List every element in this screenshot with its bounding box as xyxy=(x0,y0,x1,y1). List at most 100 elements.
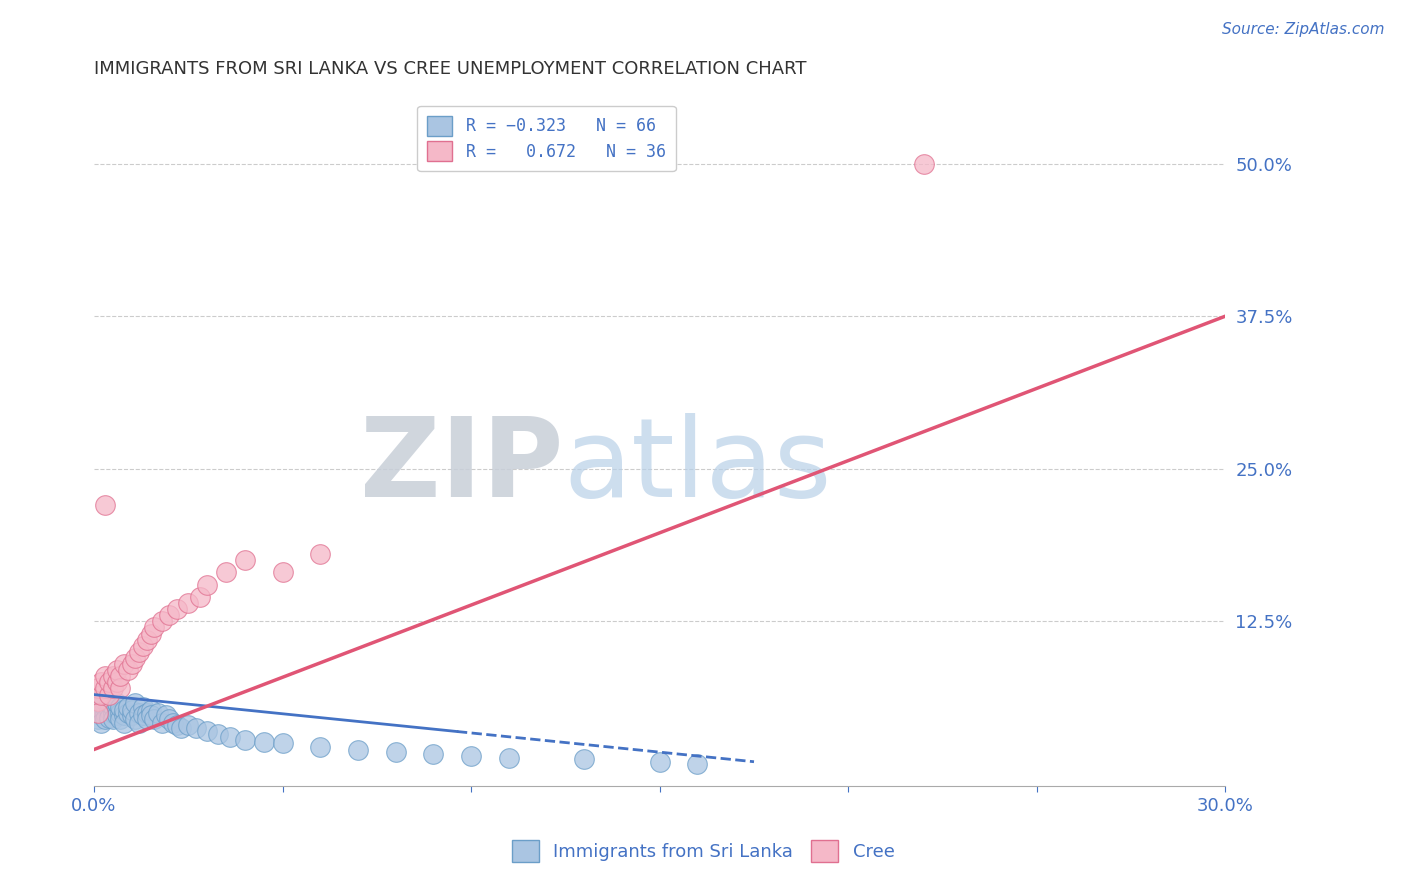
Point xyxy=(233,553,256,567)
Point xyxy=(157,608,180,623)
Point xyxy=(648,755,671,769)
Point xyxy=(94,712,117,726)
Point xyxy=(195,724,218,739)
Point xyxy=(166,602,188,616)
Point xyxy=(112,715,135,730)
Point xyxy=(422,747,444,762)
Legend: R = −0.323   N = 66, R =   0.672   N = 36: R = −0.323 N = 66, R = 0.672 N = 36 xyxy=(418,105,676,171)
Point xyxy=(117,663,139,677)
Point xyxy=(121,703,143,717)
Point xyxy=(105,703,128,717)
Point xyxy=(112,708,135,723)
Point xyxy=(128,706,150,720)
Point xyxy=(121,657,143,671)
Point xyxy=(686,757,709,772)
Point xyxy=(170,721,193,735)
Point xyxy=(128,715,150,730)
Point xyxy=(347,742,370,756)
Point xyxy=(132,708,155,723)
Point xyxy=(132,639,155,653)
Point xyxy=(271,566,294,580)
Point xyxy=(90,703,112,717)
Point xyxy=(460,748,482,763)
Point xyxy=(94,706,117,720)
Point xyxy=(86,706,108,720)
Point xyxy=(207,726,229,740)
Point xyxy=(139,708,162,723)
Text: IMMIGRANTS FROM SRI LANKA VS CREE UNEMPLOYMENT CORRELATION CHART: IMMIGRANTS FROM SRI LANKA VS CREE UNEMPL… xyxy=(94,60,807,78)
Point xyxy=(110,712,132,726)
Point xyxy=(94,694,117,708)
Point xyxy=(135,712,157,726)
Point xyxy=(215,566,238,580)
Point xyxy=(188,590,211,604)
Text: atlas: atlas xyxy=(564,412,832,519)
Point xyxy=(90,696,112,710)
Point xyxy=(162,715,184,730)
Point xyxy=(98,688,121,702)
Point xyxy=(101,712,124,726)
Point xyxy=(912,156,935,170)
Point xyxy=(98,696,121,710)
Point xyxy=(86,699,108,714)
Point xyxy=(110,706,132,720)
Point xyxy=(90,688,112,702)
Point xyxy=(86,712,108,726)
Point xyxy=(94,499,117,513)
Point xyxy=(105,696,128,710)
Point xyxy=(124,696,146,710)
Point xyxy=(135,706,157,720)
Point xyxy=(90,708,112,723)
Point xyxy=(155,708,177,723)
Point xyxy=(121,708,143,723)
Point xyxy=(271,736,294,750)
Point xyxy=(110,669,132,683)
Point xyxy=(101,706,124,720)
Point xyxy=(86,694,108,708)
Point xyxy=(98,675,121,690)
Point xyxy=(150,615,173,629)
Text: Source: ZipAtlas.com: Source: ZipAtlas.com xyxy=(1222,22,1385,37)
Point xyxy=(128,645,150,659)
Point xyxy=(101,669,124,683)
Point xyxy=(101,681,124,696)
Point xyxy=(105,675,128,690)
Point xyxy=(98,711,121,725)
Point xyxy=(253,735,276,749)
Point xyxy=(86,706,108,720)
Point xyxy=(166,718,188,732)
Point xyxy=(195,577,218,591)
Point xyxy=(384,745,406,759)
Point xyxy=(117,706,139,720)
Point xyxy=(117,699,139,714)
Point xyxy=(94,669,117,683)
Point xyxy=(146,706,169,720)
Point xyxy=(309,740,332,755)
Point xyxy=(124,651,146,665)
Point xyxy=(143,620,166,634)
Point xyxy=(105,663,128,677)
Point xyxy=(177,596,200,610)
Point xyxy=(150,715,173,730)
Point xyxy=(124,712,146,726)
Point xyxy=(574,752,596,766)
Point xyxy=(184,721,207,735)
Point xyxy=(86,681,108,696)
Point xyxy=(157,712,180,726)
Point xyxy=(94,681,117,696)
Point xyxy=(218,731,240,745)
Point xyxy=(135,632,157,647)
Point xyxy=(498,751,520,765)
Point xyxy=(90,675,112,690)
Point xyxy=(105,708,128,723)
Point xyxy=(101,699,124,714)
Point xyxy=(110,699,132,714)
Point xyxy=(139,626,162,640)
Point xyxy=(139,703,162,717)
Point xyxy=(90,715,112,730)
Text: ZIP: ZIP xyxy=(360,412,564,519)
Point xyxy=(112,703,135,717)
Point xyxy=(94,699,117,714)
Point xyxy=(132,699,155,714)
Point xyxy=(86,694,108,708)
